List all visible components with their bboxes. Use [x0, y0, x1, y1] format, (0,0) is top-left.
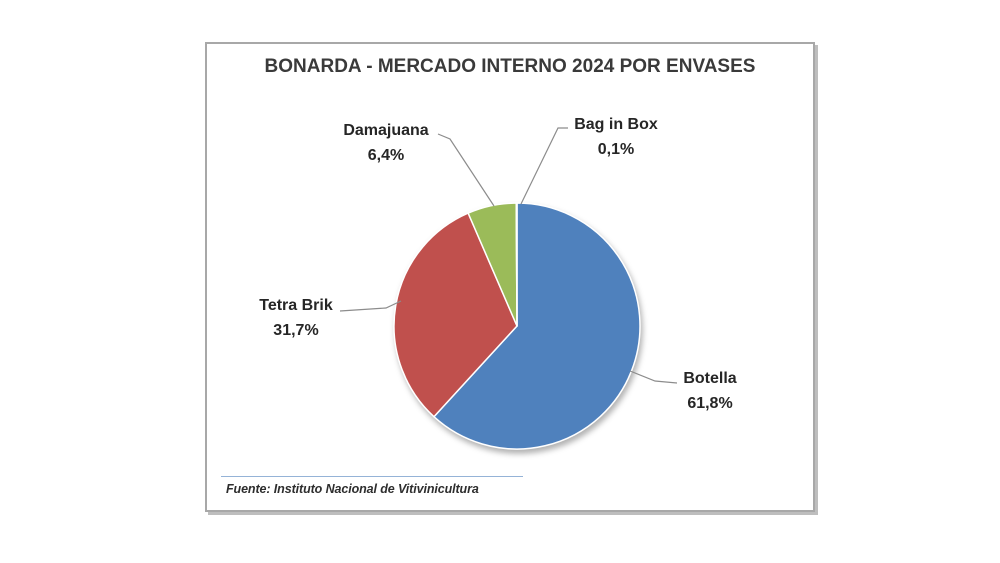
callout-bag-in-box-value: 0,1% [597, 141, 635, 158]
callout-tetra-brik: Tetra Brik 31,7% [259, 293, 333, 343]
chart-frame [205, 42, 815, 512]
callout-tetra-brik-label: Tetra Brik [259, 297, 333, 314]
callout-bag-in-box: Bag in Box 0,1% [574, 112, 658, 162]
chart-title: BONARDA - MERCADO INTERNO 2024 POR ENVAS… [264, 56, 756, 77]
source-note: Fuente: Instituto Nacional de Vitivinicu… [226, 482, 479, 496]
callout-damajuana-label: Damajuana [343, 122, 429, 139]
source-divider [221, 476, 523, 477]
callout-bag-in-box-label: Bag in Box [574, 116, 658, 133]
callout-damajuana: Damajuana 6,4% [343, 118, 428, 168]
callout-damajuana-value: 6,4% [367, 147, 405, 164]
callout-botella-value: 61,8% [687, 395, 733, 412]
callout-tetra-brik-value: 31,7% [273, 322, 319, 339]
callout-botella: Botella 61,8% [683, 366, 736, 416]
callout-botella-label: Botella [683, 370, 737, 387]
